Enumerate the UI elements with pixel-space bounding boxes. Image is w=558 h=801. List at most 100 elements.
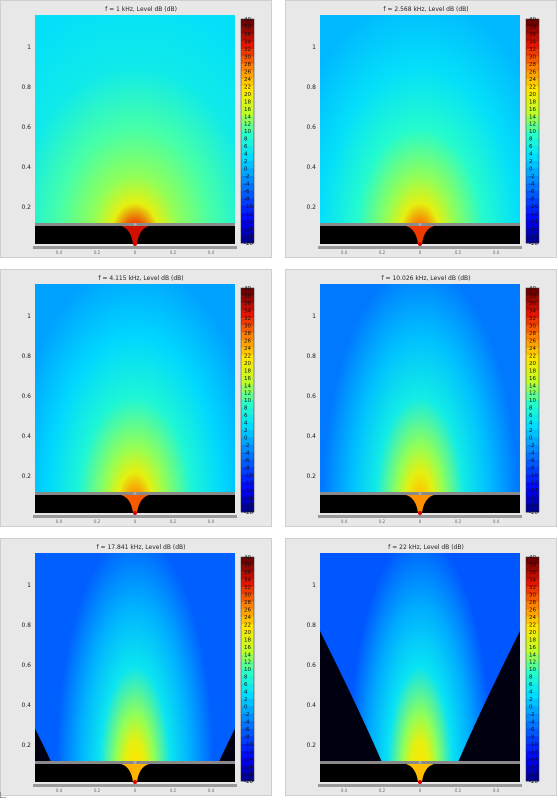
colorbar-segment xyxy=(241,736,254,745)
colorbar-tick-label: 26 xyxy=(529,607,536,613)
colorbar-segment xyxy=(241,594,254,603)
colorbar-segment xyxy=(526,123,539,132)
colorbar-tick-label: 14 xyxy=(244,652,251,658)
colorbar-segment xyxy=(526,407,539,416)
x-tick-label: 0 xyxy=(134,250,137,255)
colorbar-tick-label: 34 xyxy=(529,578,536,584)
colorbar-tick-label: 20 xyxy=(244,361,251,367)
colorbar-tick-label: 30 xyxy=(529,55,536,61)
colorbar-tick-label: 32 xyxy=(244,585,251,591)
colorbar-tick-label: 34 xyxy=(529,309,536,315)
colorbar-tick-label: -14 xyxy=(529,488,538,494)
colorbar-segment xyxy=(526,385,539,393)
colorbar-tick-label: 0 xyxy=(244,705,248,711)
colorbar-segment xyxy=(241,370,254,378)
x-tick-label: 0.4 xyxy=(56,519,63,524)
colorbar-tick-label: -12 xyxy=(529,480,538,486)
x-tick-label: 0.2 xyxy=(455,519,462,524)
colorbar-tick-label: 22 xyxy=(244,622,251,628)
y-tick-label: 0.8 xyxy=(306,622,316,629)
colorbar-segment xyxy=(526,302,539,311)
chart-svg-5: f = 17.841 kHz, Level dB (dB) 0.4 0.2 0 0.2 0… xyxy=(21,544,255,793)
colorbar-segment xyxy=(241,392,254,401)
colorbar-tick-label: -4 xyxy=(244,181,250,187)
y-tick-label: 1 xyxy=(27,313,31,320)
colorbar-tick-label: -8 xyxy=(529,465,535,471)
colorbar-tick-label: -2 xyxy=(244,712,249,718)
heatmap-field xyxy=(320,15,520,243)
colorbar-segment xyxy=(526,586,539,595)
colorbar-tick-label: -4 xyxy=(529,450,535,456)
colorbar-segment xyxy=(526,340,539,349)
colorbar-tick-label: -18 xyxy=(244,503,253,509)
colorbar-tick-label: 2 xyxy=(529,428,533,434)
colorbar-segment xyxy=(526,557,539,565)
x-axis-bar xyxy=(318,246,522,249)
x-tick-label: 0.2 xyxy=(379,519,386,524)
colorbar-segment xyxy=(241,400,254,408)
colorbar-segment xyxy=(241,183,254,192)
source-marker xyxy=(418,761,422,764)
colorbar-segment xyxy=(526,751,539,759)
colorbar-tick-label: 2 xyxy=(529,159,533,165)
colorbar-tick-label: 14 xyxy=(244,114,251,120)
colorbar-segment xyxy=(526,601,539,610)
colorbar-segment xyxy=(526,138,539,147)
heatmap-field xyxy=(35,15,235,243)
colorbar-tick-label: -14 xyxy=(529,757,538,763)
colorbar-tick-label: 20 xyxy=(529,630,536,636)
colorbar-segment xyxy=(526,691,539,700)
y-tick-label: 1 xyxy=(312,44,316,51)
colorbar-segment xyxy=(241,295,254,304)
colorbar-tick-label: 24 xyxy=(244,346,251,352)
colorbar-segment xyxy=(241,414,254,423)
colorbar-tick-label: 38 xyxy=(244,563,251,569)
colorbar-tick-label: 30 xyxy=(529,324,536,330)
colorbar-segment xyxy=(241,235,254,244)
colorbar-segment xyxy=(526,78,539,87)
colorbar-segment xyxy=(526,86,539,95)
x-tick-label: 0.4 xyxy=(208,250,215,255)
y-tick-label: 0.2 xyxy=(306,204,316,211)
y-tick-label: 0.6 xyxy=(21,662,31,669)
colorbar-segment xyxy=(526,131,539,139)
colorbar-segment xyxy=(526,198,539,207)
colorbar-segment xyxy=(241,56,254,65)
colorbar-tick-label: -14 xyxy=(244,488,253,494)
colorbar-tick-label: 28 xyxy=(529,600,536,606)
colorbar-tick-label: -14 xyxy=(529,219,538,225)
colorbar-segment xyxy=(526,288,539,296)
y-tick-label: 0.4 xyxy=(306,164,316,171)
colorbar-segment xyxy=(526,392,539,401)
colorbar-tick-label: 28 xyxy=(244,331,251,337)
colorbar-tick-label: 28 xyxy=(244,600,251,606)
horn-throat xyxy=(121,226,149,244)
colorbar-tick-label: -2 xyxy=(244,174,249,180)
colorbar-frame xyxy=(525,556,540,782)
colorbar-segment xyxy=(526,758,539,767)
colorbar-tick-label: 14 xyxy=(244,383,251,389)
x-tick-label: 0.2 xyxy=(94,519,101,524)
x-axis-bar xyxy=(33,784,237,787)
colorbar-tick-label: 20 xyxy=(244,630,251,636)
colorbar-tick-label: -20 xyxy=(244,241,253,247)
y-tick-label: 0.2 xyxy=(21,742,31,749)
colorbar-segment xyxy=(526,676,539,685)
colorbar-tick-label: 8 xyxy=(244,137,248,143)
colorbar-tick-label: 10 xyxy=(244,129,251,135)
colorbar-segment xyxy=(241,407,254,416)
colorbar-tick-label: 38 xyxy=(244,294,251,300)
colorbar-segment xyxy=(241,19,254,27)
chart-svg-1: f = 1 kHz, Level dB (dB) 0.4 0.2 0 0.2 0.4 1 0.… xyxy=(21,6,255,255)
colorbar-tick-label: 26 xyxy=(244,69,251,75)
colorbar-segment xyxy=(526,669,539,677)
colorbar-segment xyxy=(241,123,254,132)
colorbar-tick-label: 28 xyxy=(244,62,251,68)
colorbar-tick-label: -6 xyxy=(244,189,250,195)
colorbar-tick-label: 26 xyxy=(529,69,536,75)
colorbar-tick-label: 18 xyxy=(244,368,251,374)
y-tick-label: 0.6 xyxy=(21,393,31,400)
colorbar-tick-label: 12 xyxy=(529,660,536,666)
colorbar-tick-label: 12 xyxy=(529,391,536,397)
colorbar-tick-label: 34 xyxy=(529,40,536,46)
